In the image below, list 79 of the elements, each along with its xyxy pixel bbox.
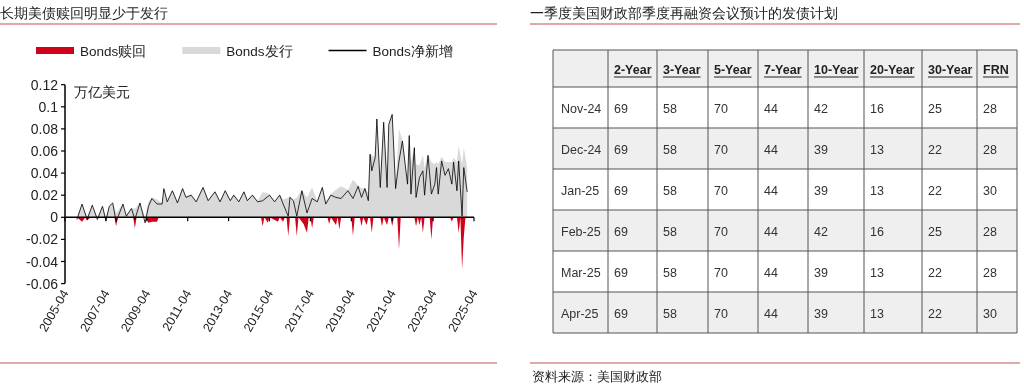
- y-tick-label: Feb-25: [561, 224, 601, 239]
- y-tick-label: 0: [50, 209, 59, 226]
- data-label: 58: [663, 306, 677, 321]
- data-label: 39: [814, 183, 828, 198]
- data-label: 69: [614, 183, 628, 198]
- data-label: 22: [928, 142, 942, 157]
- data-label: 70: [714, 142, 728, 157]
- data-label: 16: [870, 101, 884, 116]
- data-label: 22: [928, 265, 942, 280]
- data-label: 58: [663, 224, 677, 239]
- data-label: 58: [663, 142, 677, 157]
- data-label: 13: [870, 306, 884, 321]
- data-label: 39: [814, 142, 828, 157]
- data-label: 16: [870, 224, 884, 239]
- y-tick-label: 0.06: [30, 143, 59, 159]
- y-tick-label: Mar-25: [561, 265, 601, 280]
- data-label: 30: [983, 306, 997, 321]
- x-tick-label: 3-Year: [663, 63, 701, 77]
- y-tick-label: Jan-25: [561, 183, 600, 198]
- data-label: 13: [870, 142, 884, 157]
- y-tick-label: -0.06: [26, 275, 59, 292]
- text: 资料来源：美国财政部: [532, 369, 662, 384]
- data-label: 70: [714, 224, 728, 239]
- data-label: 58: [663, 101, 677, 116]
- x-tick-label: 7-Year: [764, 63, 802, 77]
- data-label: 69: [614, 142, 628, 157]
- chart-title: 一季度美国财政部季度再融资会议预计的发债计划: [530, 6, 838, 21]
- data-label: 70: [714, 265, 728, 280]
- data-label: 22: [928, 306, 942, 321]
- y-tick-label: Dec-24: [561, 142, 602, 157]
- x-tick-label: FRN: [983, 63, 1009, 77]
- x-tick-label: 2-Year: [614, 63, 652, 77]
- y-tick-label: 0.02: [30, 187, 59, 204]
- y-axis-title: 万亿美元: [74, 84, 130, 100]
- data-label: 70: [714, 306, 728, 321]
- y-tick-label: 0.12: [30, 76, 59, 93]
- data-label: 28: [983, 224, 997, 239]
- y-tick-label: -0.04: [26, 253, 59, 270]
- data-label: 69: [614, 265, 628, 280]
- data-label: 39: [814, 306, 828, 321]
- data-label: 42: [814, 101, 828, 116]
- data-label: 42: [814, 224, 828, 239]
- data-label: 70: [714, 183, 728, 198]
- data-label: 13: [870, 265, 884, 280]
- y-tick-label: 0.08: [30, 120, 59, 137]
- data-label: 22: [928, 183, 942, 198]
- data-label: 13: [870, 183, 884, 198]
- y-tick-label: 0.04: [30, 165, 59, 182]
- data-label: 44: [764, 265, 778, 280]
- data-label: 28: [983, 265, 997, 280]
- data-label: 44: [764, 142, 778, 157]
- legend-label: Bonds赎回: [80, 44, 147, 59]
- data-label: 58: [663, 183, 677, 198]
- y-tick-label: 0.1: [38, 98, 59, 115]
- data-label: 44: [764, 101, 778, 116]
- chart-title: 长期美债赎回明显少于发行: [0, 6, 168, 21]
- data-label: 25: [928, 101, 942, 116]
- data-label: 44: [764, 306, 778, 321]
- x-tick-label: 10-Year: [814, 63, 859, 77]
- y-tick-label: Nov-24: [561, 101, 602, 116]
- data-label: 70: [714, 101, 728, 116]
- y-tick-label: -0.02: [26, 231, 59, 248]
- data-label: 30: [983, 183, 997, 198]
- data-label: 28: [983, 101, 997, 116]
- legend-label: Bonds净新增: [372, 44, 453, 59]
- data-label: 39: [814, 265, 828, 280]
- y-tick-label: Apr-25: [561, 306, 599, 321]
- data-label: 58: [663, 265, 677, 280]
- data-label: 44: [764, 224, 778, 239]
- x-tick-label: 20-Year: [870, 63, 915, 77]
- x-tick-label: 30-Year: [928, 63, 973, 77]
- legend-label: Bonds发行: [226, 44, 293, 59]
- data-label: 44: [764, 183, 778, 198]
- data-label: 69: [614, 101, 628, 116]
- data-label: 69: [614, 306, 628, 321]
- x-tick-label: 5-Year: [714, 63, 752, 77]
- data-label: 69: [614, 224, 628, 239]
- data-label: 28: [983, 142, 997, 157]
- data-label: 25: [928, 224, 942, 239]
